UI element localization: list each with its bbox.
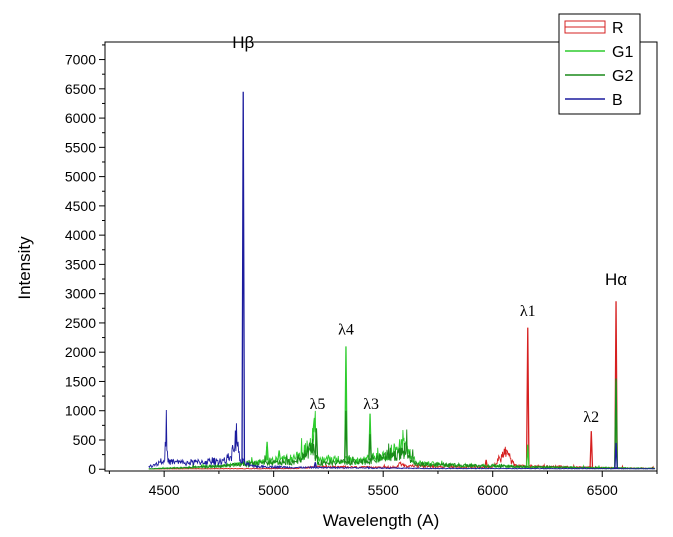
y-tick-label: 2000 bbox=[65, 344, 96, 360]
y-tick-label: 4500 bbox=[65, 198, 96, 214]
y-tick-label: 4000 bbox=[65, 227, 96, 243]
y-tick-label: 1500 bbox=[65, 373, 96, 389]
annotation-label: λ3 bbox=[363, 396, 379, 413]
y-tick-label: 7000 bbox=[65, 52, 96, 68]
y-tick-label: 5500 bbox=[65, 139, 96, 155]
annotation-label: λ4 bbox=[338, 322, 354, 339]
y-tick-label: 0 bbox=[88, 461, 96, 477]
x-axis: 4500 5000 5500 6000 6500 bbox=[108, 471, 658, 498]
plot-frame bbox=[104, 41, 658, 472]
y-tick-label: 3000 bbox=[65, 286, 96, 302]
y-axis-title: Intensity bbox=[15, 236, 34, 300]
legend-box bbox=[558, 13, 641, 115]
x-axis-title: Wavelength (A) bbox=[323, 511, 440, 530]
x-tick-label: 5500 bbox=[368, 482, 399, 498]
x-tick-label: 4500 bbox=[149, 482, 180, 498]
legend-label: R bbox=[612, 20, 624, 37]
series-g1-peak bbox=[312, 419, 317, 433]
x-tick-label: 5000 bbox=[258, 482, 289, 498]
y-tick-label: 6000 bbox=[65, 110, 96, 126]
y-tick-label: 5000 bbox=[65, 169, 96, 185]
y-tick-label: 6500 bbox=[65, 81, 96, 97]
annotation-layer: Hβ Hα λ1 λ2 λ3 λ4 λ5 bbox=[232, 33, 627, 426]
y-tick-label: 500 bbox=[73, 432, 97, 448]
series-g1-line bbox=[148, 410, 656, 470]
x-tick-label: 6000 bbox=[477, 482, 508, 498]
legend: R G1 G2 B bbox=[558, 13, 641, 115]
series-g2-peak bbox=[314, 428, 319, 459]
series-g2-line bbox=[148, 429, 656, 470]
y-tick-label: 3500 bbox=[65, 256, 96, 272]
series-g1-peak bbox=[525, 444, 530, 467]
series-layer bbox=[148, 91, 656, 470]
series-b-peak bbox=[614, 442, 618, 469]
series-g1-peak bbox=[277, 450, 281, 461]
legend-label: G1 bbox=[612, 44, 633, 61]
legend-label: G2 bbox=[612, 68, 633, 85]
x-tick-label: 6500 bbox=[587, 482, 618, 498]
series-g2-peak bbox=[368, 434, 372, 461]
series-b-peak bbox=[313, 462, 318, 468]
series-r-peak bbox=[589, 431, 594, 468]
y-tick-label: 2500 bbox=[65, 315, 96, 331]
annotation-label: λ2 bbox=[583, 409, 599, 426]
annotation-label: Hβ bbox=[232, 33, 254, 52]
annotation-label: λ1 bbox=[520, 303, 536, 320]
series-r-peak bbox=[504, 448, 508, 453]
series-g2-peak bbox=[344, 410, 348, 463]
series-g2-peak bbox=[614, 378, 618, 469]
annotation-label: λ5 bbox=[310, 396, 326, 413]
y-axis: 0 500 1000 1500 2000 2500 3000 3500 4000 4500 5000… bbox=[65, 44, 105, 477]
annotation-label: Hα bbox=[605, 270, 627, 289]
y-tick-label: 1000 bbox=[65, 403, 96, 419]
series-b-peak bbox=[241, 91, 246, 463]
legend-label: B bbox=[612, 92, 623, 109]
legend-items: R G1 G2 B bbox=[564, 20, 633, 109]
series-b-line bbox=[148, 410, 655, 470]
series-r-peak bbox=[525, 327, 530, 467]
series-g1-peak bbox=[265, 441, 269, 462]
